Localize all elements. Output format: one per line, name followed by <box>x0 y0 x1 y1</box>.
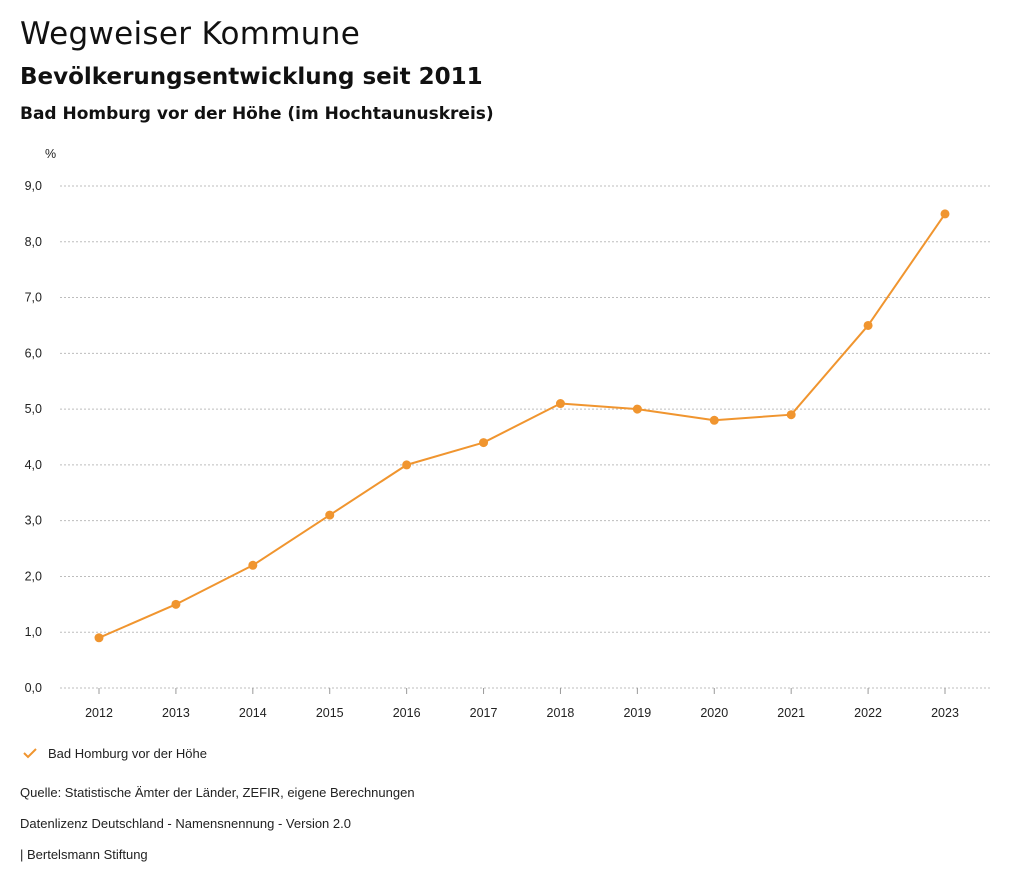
y-tick-label: 9,0 <box>25 179 42 193</box>
x-tick-label: 2012 <box>85 706 113 720</box>
x-tick-label: 2016 <box>393 706 421 720</box>
y-tick-label: 2,0 <box>25 569 42 583</box>
x-tick-label: 2022 <box>854 706 882 720</box>
y-tick-label: 6,0 <box>25 346 42 360</box>
line-chart: % 0,0 1,0 2,0 3,0 4,0 5,0 6,0 7,0 8,0 9,0 2012 2013… <box>25 147 991 720</box>
data-point[interactable] <box>555 399 565 409</box>
y-axis: % 0,0 1,0 2,0 3,0 4,0 5,0 6,0 7,0 8,0 9,0 <box>25 147 57 695</box>
data-point[interactable] <box>94 633 104 643</box>
x-tick-label: 2018 <box>547 706 575 720</box>
data-point[interactable] <box>632 404 642 414</box>
series-group <box>94 209 950 643</box>
source-note: Quelle: Statistische Ämter der Länder, Z… <box>20 785 415 800</box>
x-tick-label: 2013 <box>162 706 190 720</box>
data-point[interactable] <box>325 510 335 520</box>
data-point[interactable] <box>248 560 258 570</box>
x-tick-label: 2021 <box>777 706 805 720</box>
x-tick-label: 2015 <box>316 706 344 720</box>
data-point[interactable] <box>863 320 873 330</box>
y-tick-label: 7,0 <box>25 291 42 305</box>
data-point[interactable] <box>402 460 412 470</box>
series-line <box>98 213 946 639</box>
chart-subtitle: Bevölkerungsentwicklung seit 2011 <box>20 64 483 90</box>
x-tick-label: 2014 <box>239 706 267 720</box>
data-point[interactable] <box>479 438 489 448</box>
legend-item[interactable]: Bad Homburg vor der Höhe <box>22 745 207 761</box>
page-title: Wegweiser Kommune <box>20 16 361 52</box>
grid-lines <box>60 185 991 689</box>
region-title: Bad Homburg vor der Höhe (im Hochtaunusk… <box>20 104 494 124</box>
publisher-note: | Bertelsmann Stiftung <box>20 847 148 862</box>
data-point[interactable] <box>709 415 719 425</box>
x-tick-label: 2020 <box>700 706 728 720</box>
y-tick-label: 1,0 <box>25 625 42 639</box>
data-point[interactable] <box>171 599 181 609</box>
x-axis: 2012 2013 2014 2015 2016 2017 2018 2019 2020 2021… <box>85 688 959 720</box>
y-tick-label: 5,0 <box>25 402 42 416</box>
x-tick-label: 2017 <box>470 706 498 720</box>
y-tick-label: 4,0 <box>25 458 42 472</box>
license-note: Datenlizenz Deutschland - Namensnennung … <box>20 816 351 831</box>
y-tick-label: 3,0 <box>25 514 42 528</box>
check-icon <box>23 748 37 759</box>
y-tick-label: 0,0 <box>25 681 42 695</box>
data-point[interactable] <box>940 209 950 219</box>
legend-label: Bad Homburg vor der Höhe <box>48 745 207 761</box>
y-tick-label: 8,0 <box>25 235 42 249</box>
x-tick-label: 2019 <box>623 706 651 720</box>
y-unit-label: % <box>45 147 56 161</box>
x-tick-label: 2023 <box>931 706 959 720</box>
data-point[interactable] <box>786 410 796 420</box>
